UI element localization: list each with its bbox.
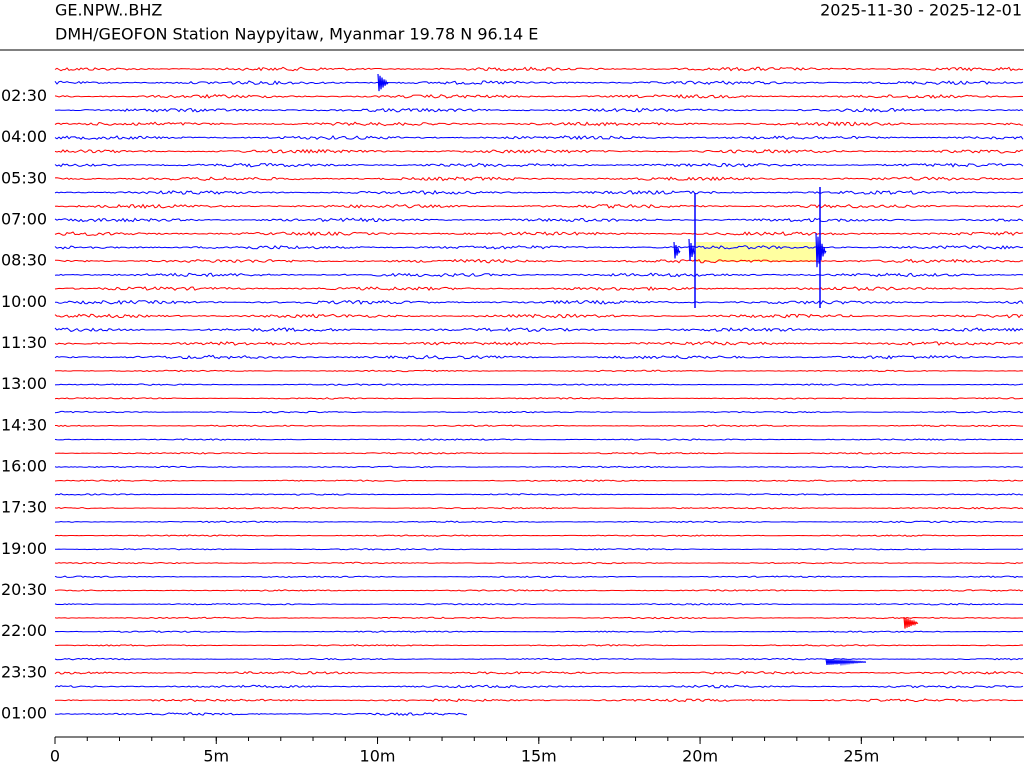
trace (54, 479, 1024, 482)
trace (55, 452, 1024, 455)
x-tick-label: 25m (843, 747, 879, 766)
trace (54, 176, 1023, 182)
trace (54, 506, 1024, 510)
trace (54, 383, 1024, 386)
trace (54, 341, 1024, 346)
trace (54, 561, 1024, 565)
y-tick-label: 02:30 (1, 86, 47, 105)
x-tick-label: 0 (50, 747, 60, 766)
y-tick-label: 13:00 (1, 374, 47, 393)
x-tick-label: 20m (682, 747, 718, 766)
y-tick-label: 08:30 (1, 251, 47, 270)
trace (55, 548, 1024, 551)
trace (54, 410, 1024, 414)
trace (55, 424, 1023, 428)
trace (54, 217, 1024, 223)
y-tick-label: 22:00 (1, 621, 47, 640)
trace (54, 397, 1023, 400)
trace (54, 684, 1024, 689)
trace (54, 135, 1024, 141)
trace (54, 520, 1024, 524)
y-tick-label: 14:30 (1, 415, 47, 434)
trace (54, 534, 1023, 537)
trace (54, 203, 1024, 209)
trace (54, 369, 1024, 373)
trace (54, 616, 1023, 620)
chart-subtitle: DMH/GEOFON Station Naypyitaw, Myanmar 19… (55, 25, 538, 44)
trace (54, 712, 468, 716)
y-tick-label: 23:30 (1, 662, 47, 681)
x-tick-label: 5m (203, 747, 229, 766)
trace (54, 189, 1024, 196)
trace (54, 107, 1024, 113)
trace (54, 438, 1024, 441)
trace (54, 148, 1024, 154)
trace (54, 162, 1024, 168)
trace (54, 465, 1024, 469)
y-tick-label: 20:30 (1, 580, 47, 599)
trace (54, 630, 1024, 633)
trace (54, 313, 1024, 319)
trace (54, 670, 1024, 675)
trace (54, 327, 1024, 333)
highlight (696, 242, 816, 262)
y-tick-label: 05:30 (1, 168, 47, 187)
trace (55, 299, 1024, 305)
trace (54, 589, 1024, 592)
event (903, 616, 919, 629)
trace (54, 354, 1024, 360)
trace (54, 93, 1024, 99)
y-tick-label: 07:00 (1, 209, 47, 228)
trace (54, 245, 1024, 250)
trace (54, 80, 1024, 86)
date-range: 2025-11-30 - 2025-12-01 (820, 1, 1022, 20)
trace (54, 286, 1024, 292)
chart-title: GE.NPW..BHZ (55, 1, 162, 20)
x-tick-label: 15m (521, 747, 557, 766)
event (377, 73, 389, 92)
trace (54, 657, 1024, 661)
y-tick-label: 19:00 (1, 539, 47, 558)
event (688, 238, 696, 262)
trace (54, 644, 1024, 647)
trace (54, 698, 1024, 703)
trace (54, 121, 1024, 127)
trace (54, 272, 1024, 278)
trace (54, 66, 1024, 72)
y-tick-label: 10:00 (1, 292, 47, 311)
y-tick-label: 01:00 (1, 704, 47, 723)
trace (54, 575, 1024, 579)
x-tick-label: 10m (360, 747, 396, 766)
trace (54, 493, 1024, 496)
trace (54, 602, 1024, 606)
event (825, 657, 867, 667)
y-tick-label: 16:00 (1, 456, 47, 475)
y-tick-label: 11:30 (1, 333, 47, 352)
y-tick-label: 17:30 (1, 498, 47, 517)
y-tick-label: 04:00 (1, 127, 47, 146)
trace (54, 231, 1024, 237)
event (815, 232, 827, 268)
event (673, 241, 681, 259)
trace (54, 258, 1024, 264)
